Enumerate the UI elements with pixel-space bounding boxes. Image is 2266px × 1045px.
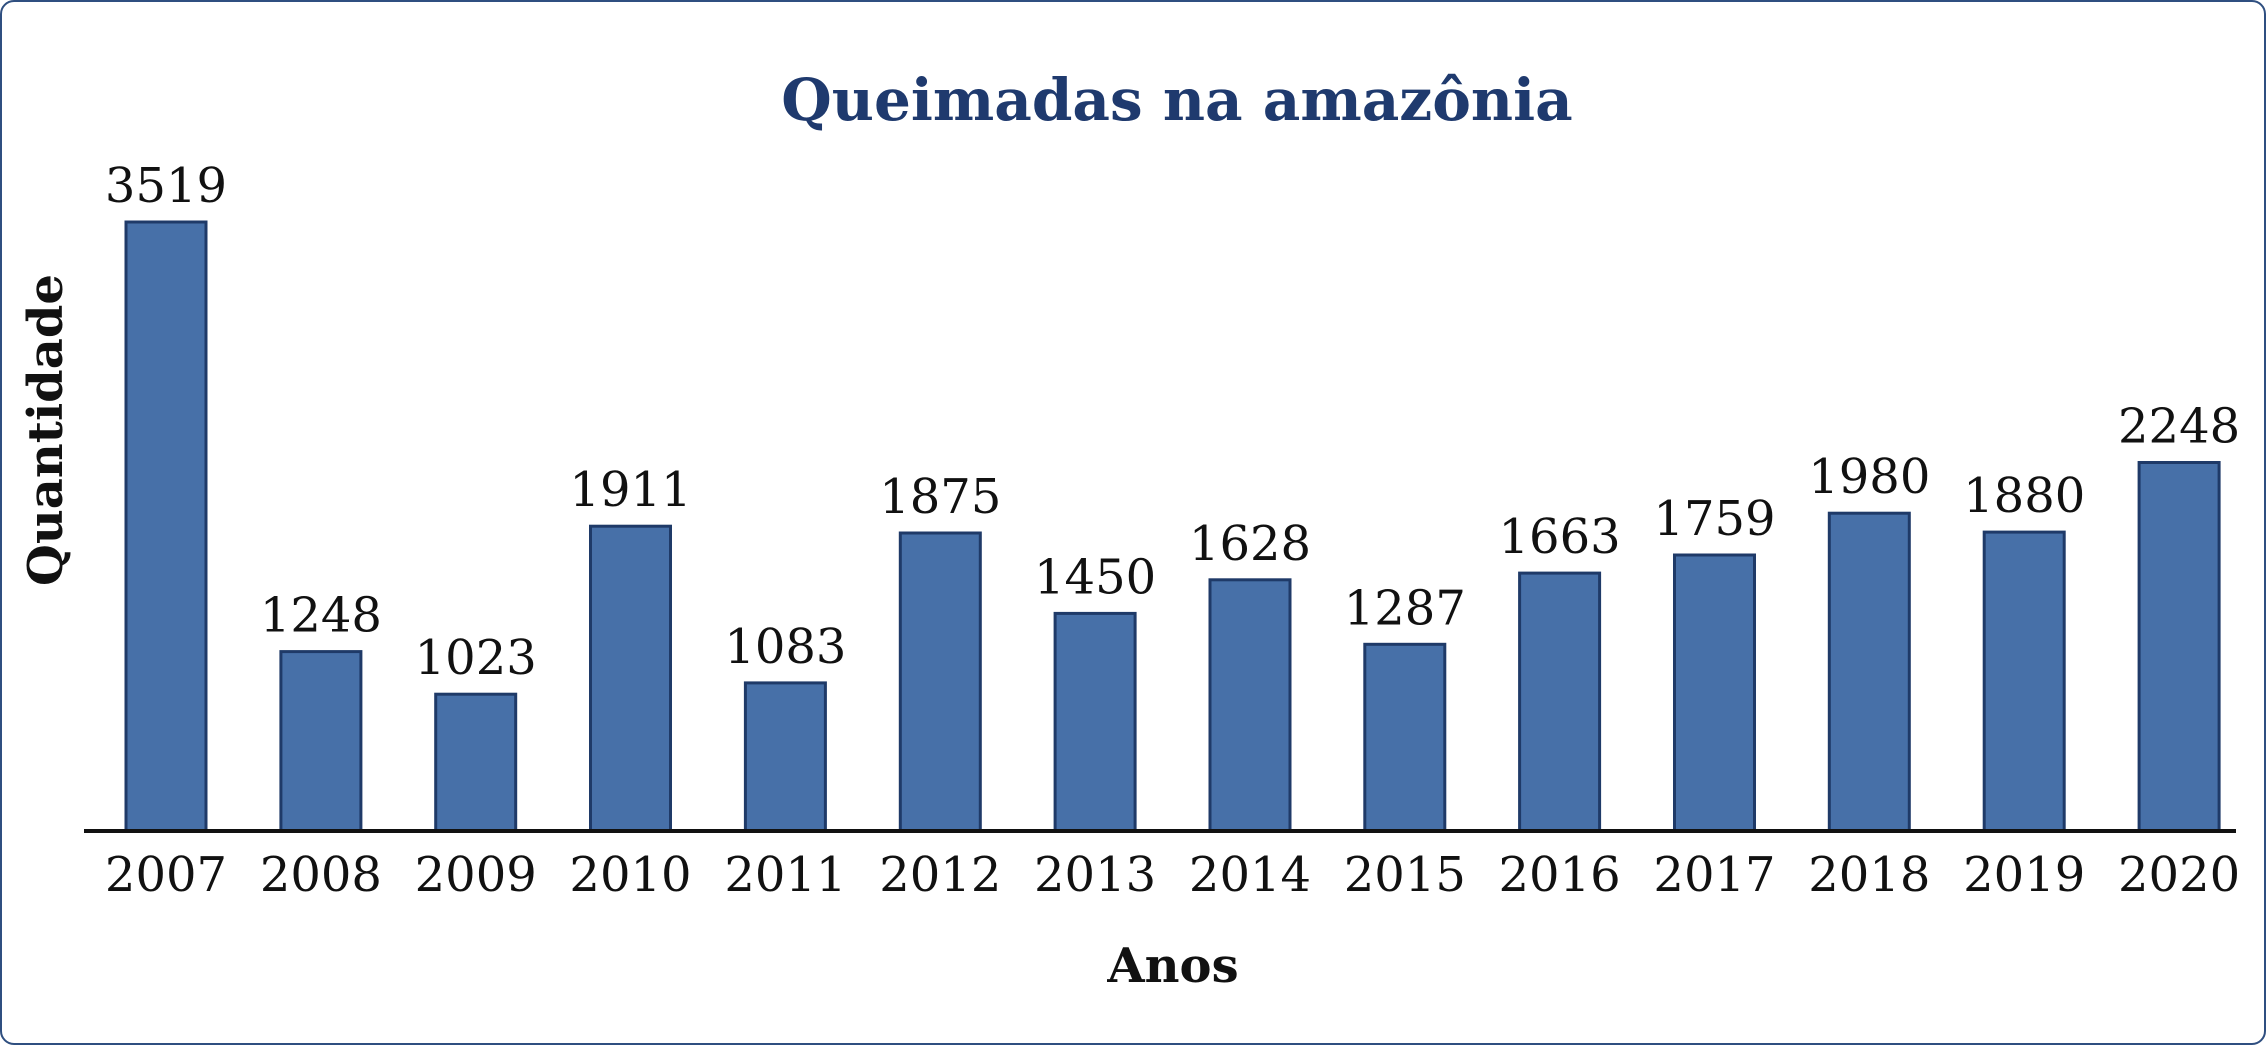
x-tick-label-2016: 2016	[1499, 847, 1621, 903]
data-label-2008: 1248	[260, 588, 382, 644]
data-label-2014: 1628	[1189, 516, 1311, 572]
x-tick-label-2009: 2009	[415, 847, 537, 903]
x-tick-label-2019: 2019	[1963, 847, 2085, 903]
data-label-2010: 1911	[569, 462, 691, 518]
bar-2016	[1518, 571, 1602, 833]
x-tick-label-2012: 2012	[879, 847, 1001, 903]
x-tick-labels: 2007 2008 2009 2010 2011 2012 2013 2014 2015 2016…	[105, 847, 2240, 903]
x-axis-title: Anos	[1106, 938, 1238, 994]
bar-2010	[589, 524, 672, 833]
bars-group	[124, 220, 2221, 833]
data-label-2011: 1083	[724, 619, 846, 675]
x-tick-label-2014: 2014	[1189, 847, 1311, 903]
y-axis-title: Quantidade	[18, 274, 74, 586]
bar-2018	[1827, 511, 1911, 833]
x-tick-label-2011: 2011	[724, 847, 846, 903]
data-label-2015: 1287	[1344, 580, 1466, 636]
data-label-2013: 1450	[1034, 549, 1156, 605]
bar-2019	[1982, 530, 2066, 833]
bar-2009	[434, 692, 518, 833]
x-tick-label-2013: 2013	[1034, 847, 1156, 903]
bar-2020	[2137, 461, 2221, 833]
data-label-2017: 1759	[1653, 491, 1775, 547]
bar-2012	[898, 531, 982, 833]
bar-2011	[743, 681, 827, 833]
bar-2007	[124, 220, 208, 833]
chart-title: Queimadas na amazônia	[781, 66, 1572, 134]
data-label-2007: 3519	[105, 158, 227, 214]
data-label-2018: 1980	[1808, 449, 1930, 505]
x-tick-label-2015: 2015	[1344, 847, 1466, 903]
x-tick-label-2020: 2020	[2118, 847, 2240, 903]
data-label-2020: 2248	[2118, 399, 2240, 455]
data-label-2016: 1663	[1499, 509, 1621, 565]
data-label-2019: 1880	[1963, 468, 2085, 524]
x-tick-label-2007: 2007	[105, 847, 227, 903]
x-tick-label-2018: 2018	[1808, 847, 1930, 903]
x-tick-label-2017: 2017	[1653, 847, 1775, 903]
x-tick-label-2008: 2008	[260, 847, 382, 903]
data-labels-group: 3519 1248 1023 1911 1083 1875 1450 1628 1287 1663…	[105, 158, 2240, 686]
bar-2017	[1673, 553, 1756, 833]
bar-2013	[1053, 611, 1137, 833]
data-label-2009: 1023	[415, 630, 537, 686]
x-tick-label-2010: 2010	[569, 847, 691, 903]
bar-2014	[1208, 578, 1292, 833]
bar-2008	[279, 650, 363, 833]
data-label-2012: 1875	[879, 469, 1001, 525]
bar-2015	[1363, 642, 1447, 833]
